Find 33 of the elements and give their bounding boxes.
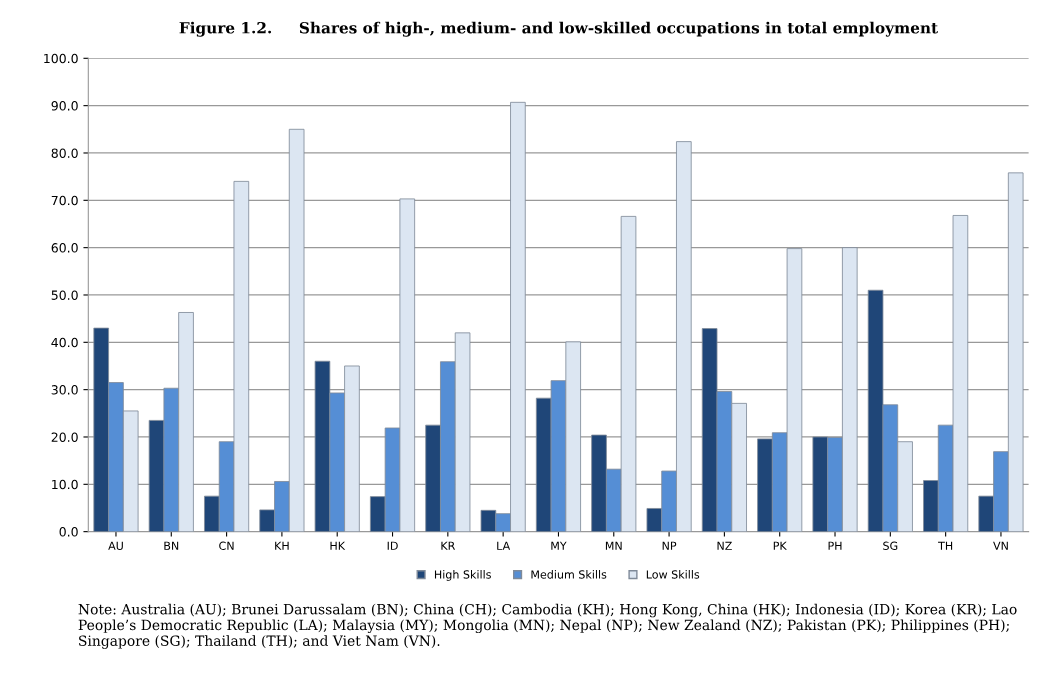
x-tick-label: AU [108, 541, 123, 550]
text: Note: Australia (AU); Brunei Darussalam (BN); China (CH); Cambodia (KH); Hong Kong, China (HK); Indonesia (ID); Korea (KR); Lao People’s Democratic Republic (LA); Malaysia (MY); Mongolia (MN); Nepal (NP); New Zealand (NZ); Pakistan (PK); Philippines (PH); Singapore (SG); Thailand (TH); and Viet Nam (VN). [78, 603, 1017, 649]
x-tick-label: HK [330, 541, 346, 550]
y-tick-label: 50.0 [51, 290, 78, 300]
chart-title: Figure 1.2. Shares of high-, medium- and low-skilled occupations in total employment [179, 21, 939, 37]
x-tick-label: KR [441, 541, 456, 550]
legend-label: Low Skills [646, 570, 700, 579]
x-tick-label: NP [662, 541, 677, 550]
x-tick-label: MN [605, 541, 622, 550]
x-tick-label: PH [828, 541, 842, 550]
x-tick-label: PK [773, 541, 787, 550]
x-tick-label: BN [164, 541, 179, 550]
y-tick-label: 10.0 [52, 479, 78, 490]
x-tick-label: CN [219, 541, 234, 550]
y-tick-label: 20.0 [51, 432, 78, 442]
y-tick-label: 40.0 [51, 337, 78, 348]
x-tick-label: SG [883, 541, 898, 550]
x-tick-label: LA [497, 541, 511, 550]
y-tick-label: 0.0 [59, 527, 78, 537]
legend-label: Medium Skills [531, 570, 607, 579]
y-tick-label: 60.0 [51, 243, 78, 253]
x-tick-label: TH [938, 541, 953, 550]
y-tick-label: 90.0 [51, 101, 78, 111]
y-tick-label: 70.0 [51, 195, 78, 206]
x-tick-label: KH [275, 541, 289, 550]
y-tick-label: 80.0 [51, 148, 78, 158]
x-tick-label: NZ [717, 541, 732, 550]
y-tick-label: 30.0 [51, 385, 78, 395]
x-tick-label: VN [993, 541, 1008, 550]
y-tick-label: 100.0 [44, 53, 78, 64]
x-tick-label: ID [387, 541, 398, 550]
legend-label: High Skills [434, 570, 491, 581]
x-tick-label: MY [551, 541, 567, 550]
